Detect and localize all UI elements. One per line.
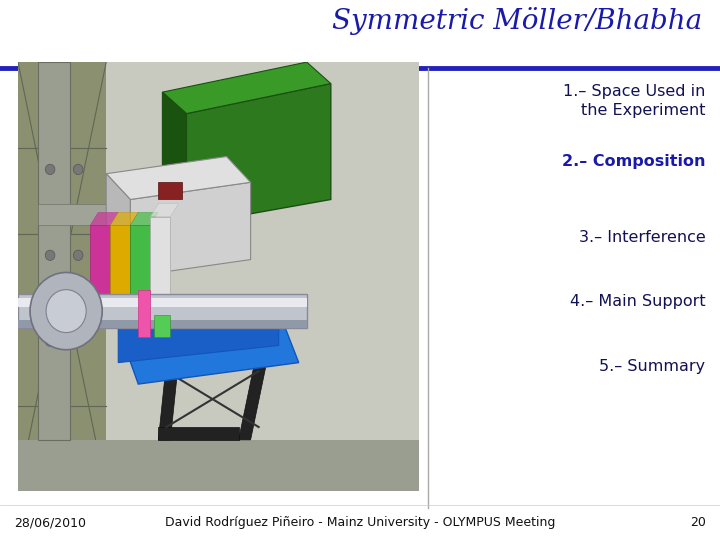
Text: 3.– Interference: 3.– Interference	[579, 230, 706, 245]
Bar	[90, 225, 110, 302]
Polygon shape	[107, 157, 251, 199]
Circle shape	[73, 164, 83, 174]
Bar	[110, 225, 130, 302]
Bar	[150, 217, 171, 302]
Text: 28/06/2010: 28/06/2010	[14, 516, 86, 529]
Bar	[18, 294, 307, 328]
Text: 5.– Summary: 5.– Summary	[600, 359, 706, 374]
Text: 20: 20	[690, 516, 706, 529]
Bar	[154, 315, 171, 337]
Polygon shape	[158, 427, 238, 440]
Circle shape	[73, 250, 83, 260]
Circle shape	[45, 336, 55, 346]
Text: 4.– Main Support: 4.– Main Support	[570, 294, 706, 309]
Bar	[158, 183, 182, 199]
Polygon shape	[163, 92, 186, 225]
Circle shape	[30, 273, 102, 350]
Circle shape	[73, 336, 83, 346]
Bar	[18, 298, 307, 307]
Bar	[138, 289, 150, 337]
Bar	[130, 225, 150, 302]
Polygon shape	[150, 204, 179, 217]
Polygon shape	[118, 311, 279, 363]
Polygon shape	[118, 311, 299, 384]
Text: Symmetric Möller/Bhabha: Symmetric Möller/Bhabha	[332, 7, 702, 35]
Text: 2.– Composition: 2.– Composition	[562, 154, 706, 169]
Polygon shape	[186, 84, 330, 225]
Circle shape	[45, 250, 55, 260]
Polygon shape	[107, 174, 130, 276]
Bar	[38, 204, 118, 225]
Circle shape	[46, 289, 86, 333]
Polygon shape	[158, 363, 179, 440]
Bar	[107, 62, 419, 491]
Polygon shape	[90, 212, 118, 225]
Circle shape	[45, 164, 55, 174]
Polygon shape	[130, 183, 251, 276]
Bar	[18, 62, 107, 491]
Polygon shape	[163, 62, 330, 113]
Polygon shape	[130, 212, 158, 225]
Text: David Rodríguez Piñeiro - Mainz University - OLYMPUS Meeting: David Rodríguez Piñeiro - Mainz Universi…	[165, 516, 555, 529]
Bar	[18, 440, 419, 491]
Polygon shape	[238, 363, 266, 440]
Bar	[38, 62, 70, 440]
Text: 1.– Space Used in
the Experiment: 1.– Space Used in the Experiment	[563, 84, 706, 118]
Polygon shape	[110, 212, 138, 225]
Bar	[18, 320, 307, 328]
